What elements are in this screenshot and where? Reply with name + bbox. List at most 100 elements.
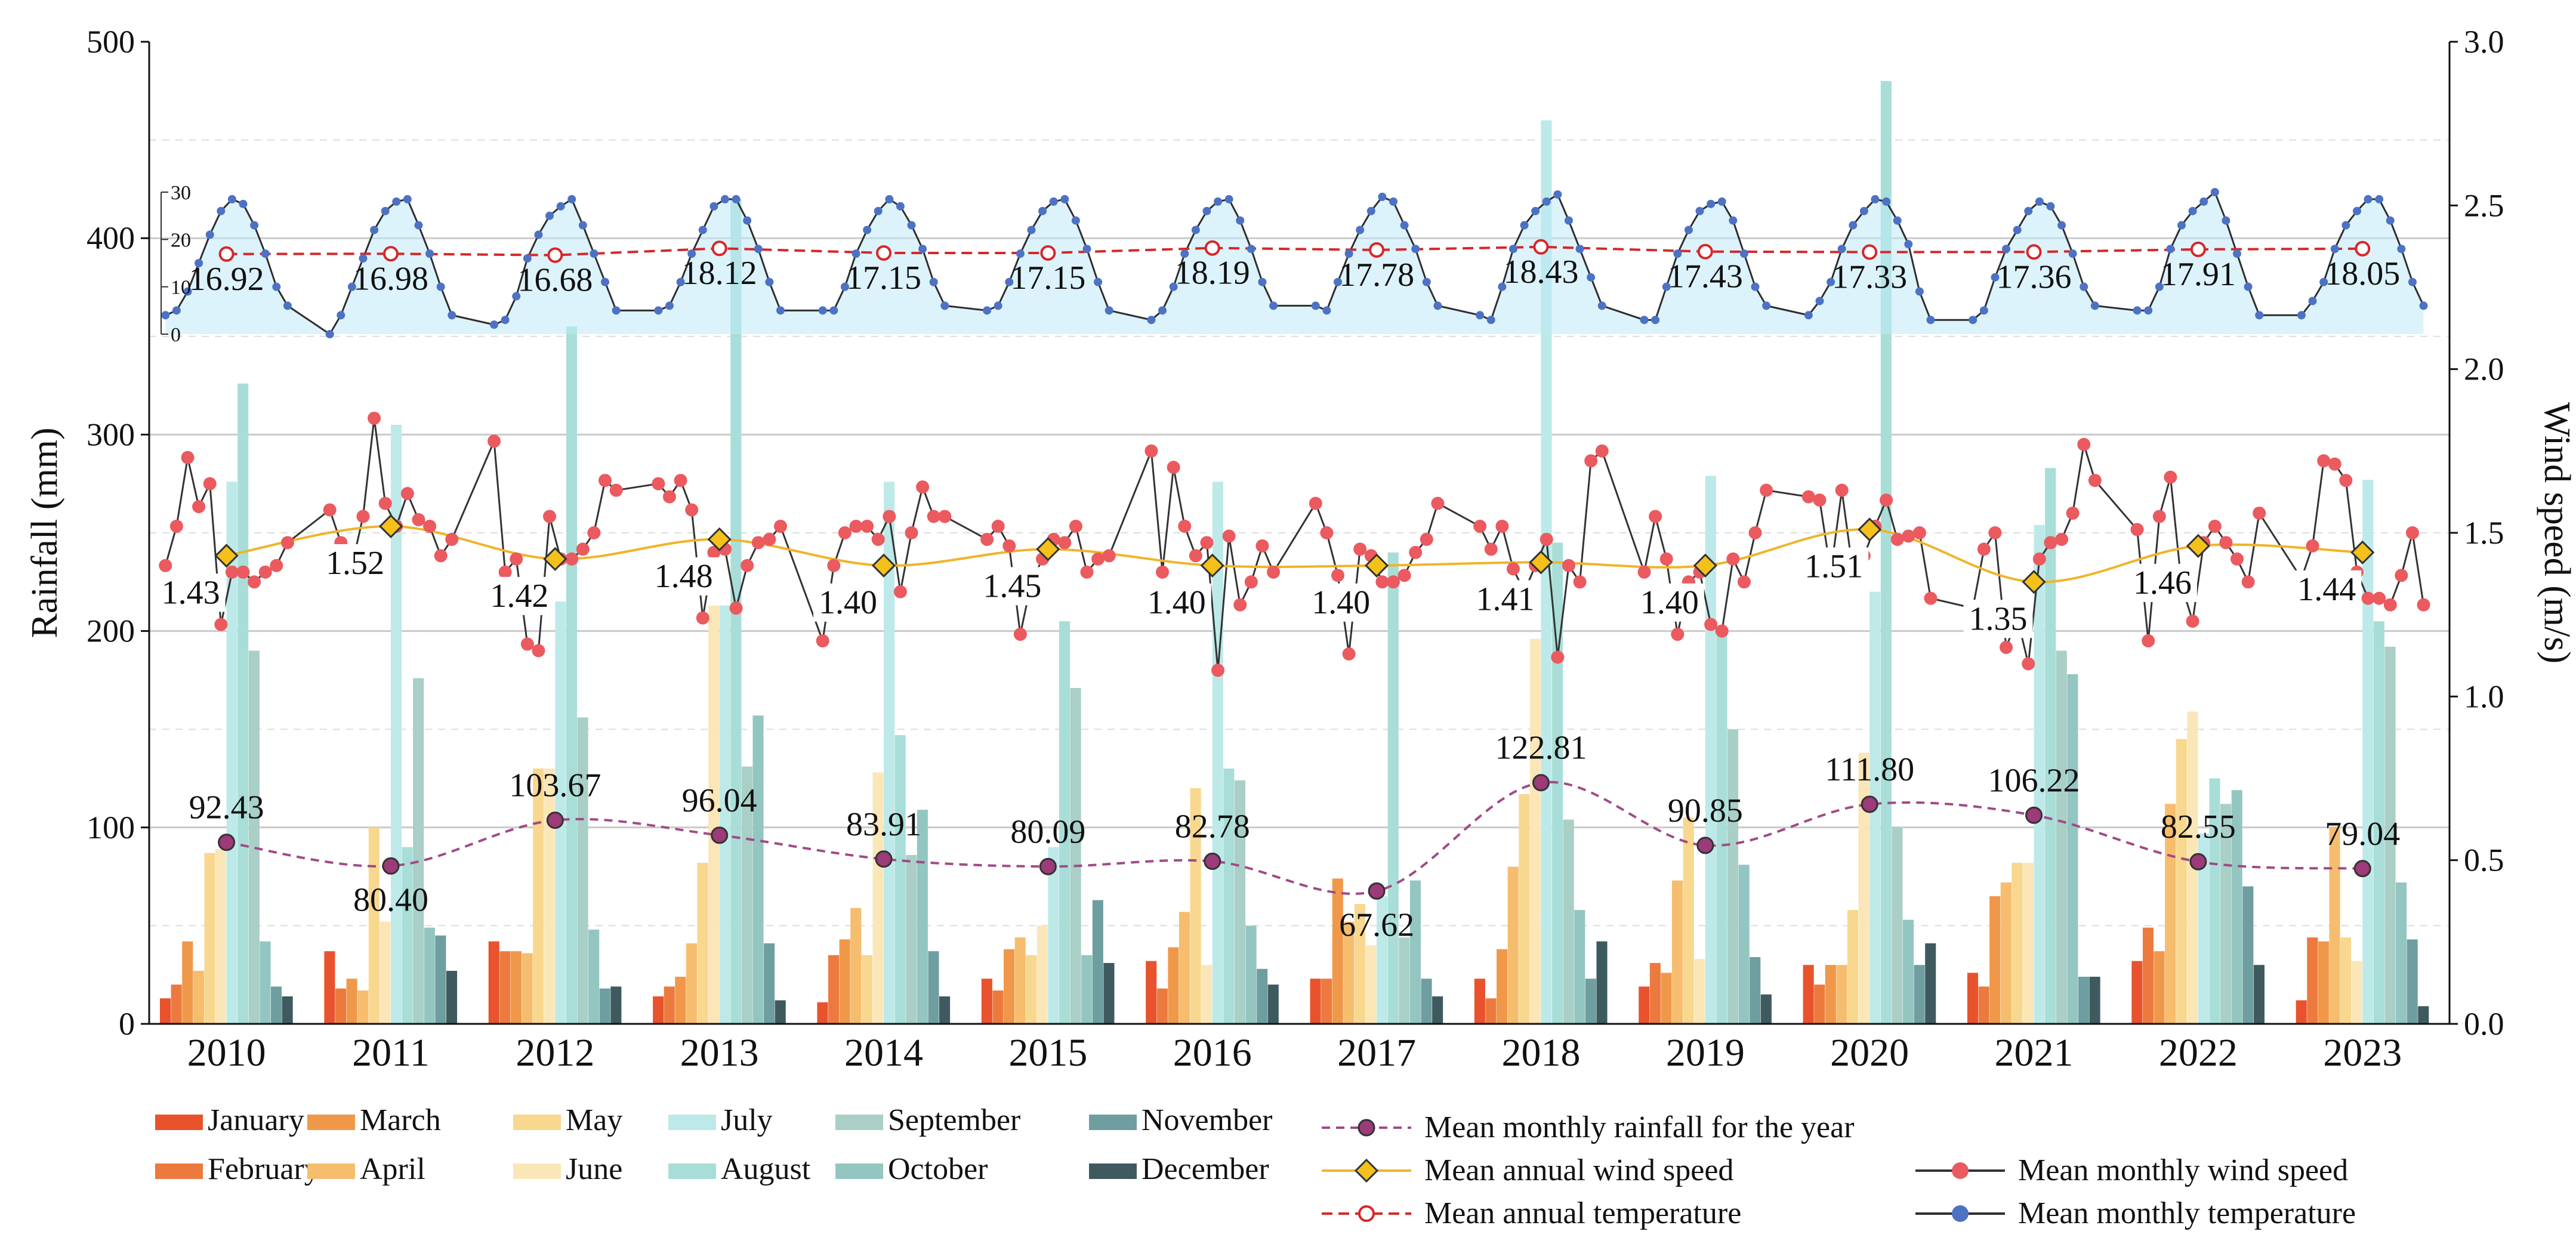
rainfall-bar: [2034, 524, 2045, 1024]
rainfall-bar: [2253, 965, 2265, 1024]
monthly-temperature-point: [1695, 206, 1704, 215]
monthly-temperature-point: [732, 195, 741, 203]
mean-monthly-rainfall-label: 90.85: [1668, 792, 1743, 829]
monthly-temperature-point: [2397, 245, 2406, 254]
monthly-wind-speed-point: [1890, 532, 1904, 546]
monthly-wind-speed-point: [1397, 569, 1411, 582]
rainfall-bar: [1750, 957, 1761, 1024]
monthly-wind-speed-point: [751, 536, 765, 550]
monthly-temperature-point: [2364, 195, 2373, 203]
mean-monthly-rainfall-point: [546, 811, 564, 829]
mean-monthly-rainfall-point: [1039, 857, 1057, 875]
rainfall-bar: [193, 971, 204, 1024]
monthly-wind-speed-point: [1551, 650, 1565, 664]
monthly-wind-speed-point: [169, 520, 183, 533]
monthly-temperature-point: [1356, 226, 1365, 234]
monthly-wind-speed-point: [2405, 526, 2419, 539]
rainfall-bar: [160, 998, 171, 1024]
rainfall-bar: [324, 951, 335, 1024]
annual-wind-speed-point: [1858, 517, 1882, 542]
x-tick-label: 2010: [187, 1031, 266, 1075]
annual-wind-speed-label-bg: [1470, 580, 1540, 619]
monthly-temperature-point: [1016, 249, 1025, 258]
monthly-wind-speed-point: [773, 520, 787, 533]
monthly-temperature-point: [1717, 197, 1726, 206]
monthly-temperature-point: [1707, 199, 1716, 208]
annual-temperature-label: 16.92: [189, 261, 264, 298]
rainfall-bar: [1814, 984, 1825, 1024]
monthly-temperature-point: [1433, 301, 1442, 310]
monthly-wind-speed-point: [225, 565, 239, 579]
monthly-temperature-point: [852, 249, 860, 258]
monthly-temperature-point: [1105, 306, 1113, 315]
monthly-wind-speed-point: [412, 513, 425, 527]
monthly-wind-speed-point: [707, 545, 721, 559]
legend-mean-annual-wind-speed-label: Mean annual wind speed: [1424, 1153, 1733, 1187]
monthly-wind-speed-point: [1331, 569, 1344, 582]
monthly-temperature-point: [1751, 282, 1760, 291]
monthly-temperature-point: [1378, 192, 1387, 201]
monthly-temperature-point: [1882, 197, 1891, 206]
legend-mean-annual-temperature-label: Mean annual temperature: [1424, 1196, 1741, 1230]
mean-monthly-rainfall-label: 106.22: [1988, 762, 2080, 799]
monthly-wind-speed-point: [1267, 565, 1281, 579]
rainfall-bar: [675, 976, 686, 1024]
rainfall-bar: [1245, 925, 1257, 1024]
monthly-temperature-point: [195, 259, 203, 267]
y-right-label: Wind speed (m/s): [2537, 402, 2576, 663]
monthly-wind-speed-point: [543, 510, 557, 523]
monthly-temperature-point: [929, 277, 938, 286]
monthly-wind-speed-point: [2152, 510, 2166, 523]
monthly-wind-speed-point: [2164, 470, 2177, 484]
monthly-wind-speed-point: [488, 434, 501, 448]
monthly-temperature-point: [1926, 316, 1935, 325]
monthly-wind-speed-point: [1495, 520, 1509, 533]
annual-temperature-point: [547, 247, 563, 263]
legend-label-july: July: [721, 1103, 773, 1137]
monthly-temperature-point: [654, 306, 663, 315]
monthly-temperature-point: [840, 282, 849, 291]
rainfall-bar: [764, 943, 775, 1024]
monthly-temperature-point: [2319, 277, 2328, 286]
rainfall-bar: [1432, 996, 1443, 1024]
x-tick-label: 2018: [1501, 1031, 1580, 1075]
monthly-wind-speed-point: [270, 558, 283, 572]
rainfall-bar: [1541, 120, 1552, 1024]
monthly-wind-speed-point: [1255, 539, 1269, 553]
annual-wind-speed-point: [2022, 570, 2046, 594]
rainfall-bar: [1716, 631, 1727, 1024]
monthly-temperature-point: [250, 221, 259, 230]
annual-wind-speed-label-bg: [649, 557, 718, 595]
rainfall-bar: [1399, 937, 1410, 1024]
monthly-wind-speed-point: [652, 477, 665, 490]
annual-temperature-point: [1369, 242, 1385, 258]
monthly-wind-speed-point: [1801, 490, 1815, 504]
monthly-temperature-point: [1979, 306, 1988, 315]
annual-wind-speed-label: 1.46: [2133, 564, 2192, 601]
monthly-temperature-point: [1871, 195, 1880, 203]
annual-wind-speed-label: 1.42: [490, 578, 548, 615]
monthly-wind-speed-point: [2361, 591, 2375, 605]
monthly-wind-speed-point: [1977, 542, 1991, 556]
monthly-temperature-point: [818, 306, 827, 315]
rainfall-bar: [1168, 947, 1179, 1024]
legend-swatch-may: [513, 1115, 561, 1130]
rainfall-bar: [2242, 886, 2254, 1024]
temp-tick-label: 30: [171, 182, 191, 204]
rainfall-bar: [1672, 880, 1683, 1024]
rainfall-bar: [260, 941, 271, 1024]
monthly-wind-speed-point: [2317, 454, 2331, 468]
y-left-tick-label: 0: [119, 1006, 135, 1042]
rainfall-bar: [2362, 480, 2374, 1024]
monthly-temperature-point: [1508, 245, 1517, 254]
rainfall-bar: [1803, 965, 1814, 1024]
monthly-temperature-point: [2199, 197, 2208, 206]
monthly-temperature-point: [183, 287, 192, 296]
mean-monthly-rainfall-point: [2025, 806, 2043, 824]
rainfall-bar: [708, 605, 720, 1024]
monthly-wind-speed-point: [1484, 542, 1498, 556]
value-labels: 16.92 16.98 16.68 18.12 17.15 17.15 18.19 17.78…: [156, 254, 2400, 943]
monthly-temperature-point: [1311, 301, 1320, 310]
monthly-wind-speed-point: [2000, 641, 2013, 655]
annual-temperature-label: 16.98: [353, 260, 428, 297]
